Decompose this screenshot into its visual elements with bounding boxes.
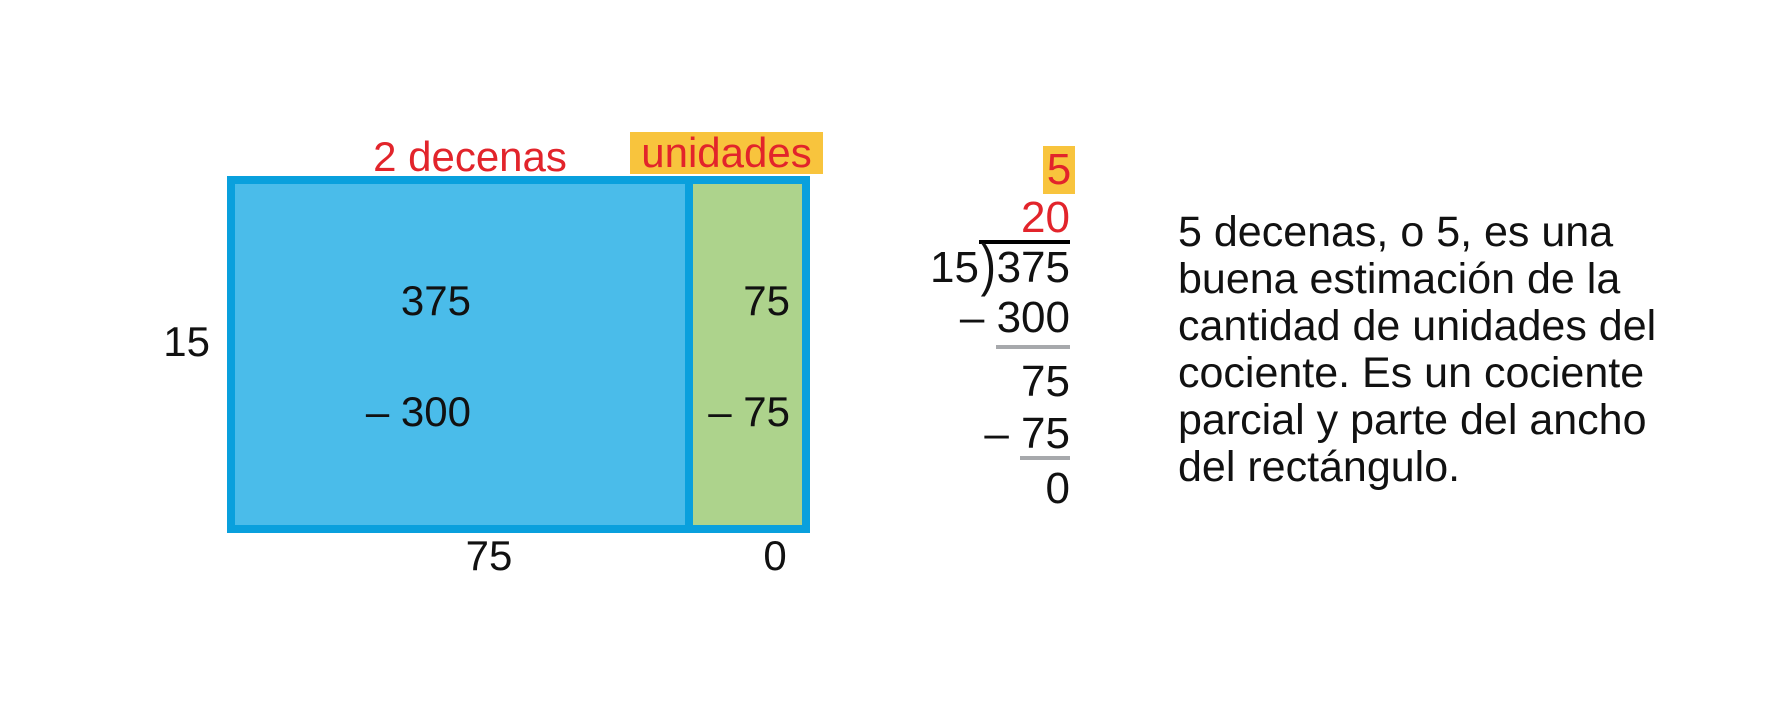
caption-line: cantidad de unidades del — [1178, 302, 1657, 350]
tens-region-result-label: 75 — [465, 532, 513, 579]
subtraction-rule-2 — [1020, 456, 1070, 460]
region-divider — [685, 184, 693, 525]
units-width-label: unidades — [641, 129, 812, 176]
caption-line: del rectángulo. — [1178, 443, 1461, 491]
division-bracket-group: )375 — [978, 237, 1070, 294]
quotient-units-digit: 5 — [1046, 145, 1072, 194]
tens-region: 375 – 300 — [235, 184, 685, 525]
units-region: 75 – 75 — [693, 184, 802, 525]
partial-remainder-75: 75 — [1021, 357, 1070, 406]
tens-width-label: 2 decenas — [373, 133, 567, 180]
subtract-75-row: – 75 — [984, 409, 1070, 458]
caption-line: cociente. Es un cociente — [1178, 349, 1645, 397]
caption-line: buena estimación de la — [1178, 255, 1621, 303]
units-width-label-highlight: unidades — [630, 129, 823, 176]
subtract-300-row: – 300 — [959, 293, 1070, 342]
tens-region-dividend: 375 — [400, 277, 471, 324]
caption-line: parcial y parte del ancho — [1178, 396, 1647, 444]
divisor: 15 — [929, 243, 979, 292]
units-region-numbers: 75 – 75 — [697, 208, 790, 504]
division-problem-row: 15)375 — [929, 237, 1070, 294]
units-region-remainder: 75 — [743, 277, 790, 324]
caption-text: 5 decenas, o 5, es una buena estimación … — [1178, 209, 1708, 491]
quotient-tens: 20 — [1021, 193, 1070, 242]
caption-line: 5 decenas, o 5, es una — [1178, 208, 1614, 256]
area-rectangle: 375 – 300 75 – 75 — [227, 176, 810, 533]
dividend: 375 — [996, 243, 1070, 292]
final-remainder: 0 — [1045, 464, 1070, 513]
units-region-result-label: 0 — [763, 532, 787, 579]
tens-region-numbers: 375 – 300 — [366, 208, 471, 504]
subtraction-rule-1 — [996, 345, 1070, 349]
height-label: 15 — [163, 318, 210, 365]
division-bracket: ) — [980, 233, 996, 298]
units-region-subtraction: – 75 — [708, 388, 790, 435]
quotient-units-highlight: 5 — [1043, 145, 1075, 194]
tens-region-subtraction: – 300 — [365, 388, 471, 435]
